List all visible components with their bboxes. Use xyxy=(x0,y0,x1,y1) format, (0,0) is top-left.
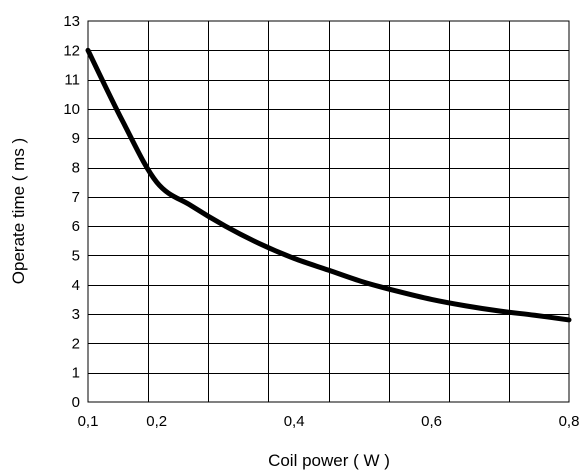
y-tick-label: 9 xyxy=(72,130,80,147)
plot-frame xyxy=(87,20,570,403)
y-tick-label: 11 xyxy=(64,72,80,89)
y-axis-label: Operate time ( ms ) xyxy=(9,138,28,284)
x-tick-label: 0,1 xyxy=(78,413,99,430)
series-line xyxy=(85,47,572,323)
y-tick-label: 4 xyxy=(72,277,80,294)
y-tick-label: 10 xyxy=(63,101,80,118)
y-tick-label: 1 xyxy=(72,365,80,382)
x-tick-label: 0,6 xyxy=(421,413,442,430)
y-tick-label: 0 xyxy=(72,394,80,411)
y-tick-label: 6 xyxy=(72,218,80,235)
series-layer xyxy=(85,47,572,323)
y-tick-label: 3 xyxy=(72,306,80,323)
x-tick-label: 0,4 xyxy=(284,413,305,430)
y-tick-label: 13 xyxy=(63,13,80,30)
x-tick-label: 0,8 xyxy=(559,413,580,430)
y-tick-label: 5 xyxy=(72,247,80,264)
y-tick-label: 2 xyxy=(72,335,80,352)
x-tick-labels: 0,1 0,2 0,4 0,6 0,8 xyxy=(78,413,580,430)
y-tick-label: 12 xyxy=(63,42,80,59)
x-axis-label: Coil power ( W ) xyxy=(268,451,390,470)
x-tick-label: 0,2 xyxy=(146,413,167,430)
y-tick-label: 8 xyxy=(72,160,80,177)
grid-lines xyxy=(88,21,569,402)
y-tick-label: 7 xyxy=(72,189,80,206)
